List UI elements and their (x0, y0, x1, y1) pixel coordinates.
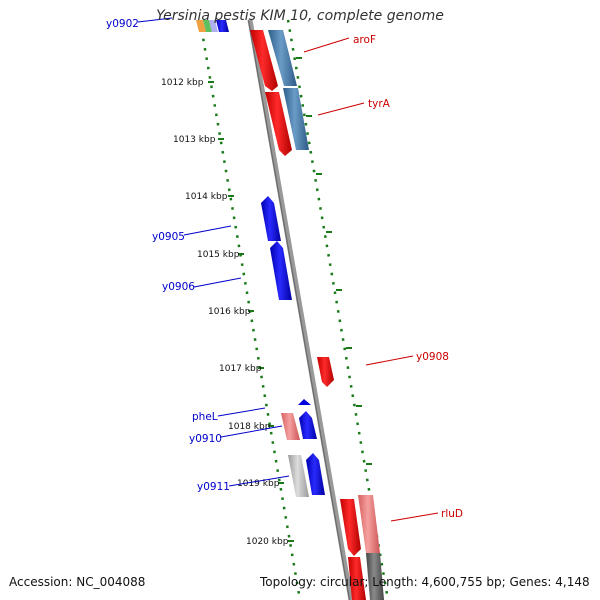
gene-aroF-steel[interactable] (268, 30, 297, 86)
kbp-label: 1018 kbp (228, 422, 271, 432)
label-y0911[interactable]: y0911 (197, 481, 230, 493)
gene-tyrA-red[interactable] (265, 92, 292, 156)
topology-text: Topology: circular; Length: 4,600,755 bp… (260, 575, 590, 589)
label-y0906[interactable]: y0906 (162, 281, 195, 293)
gene-tyrA-steel[interactable] (283, 88, 309, 150)
gene-y0911-gray[interactable] (288, 455, 309, 497)
label-pheL[interactable]: pheL (192, 411, 218, 423)
gene-y0905[interactable] (261, 196, 281, 241)
kbp-label: 1019 kbp (237, 479, 280, 489)
gene-y0908[interactable] (317, 357, 334, 387)
accession-text: Accession: NC_004088 (9, 575, 146, 589)
gene-bottom-red[interactable] (348, 557, 366, 600)
kbp-label: 1012 kbp (161, 78, 204, 88)
kbp-labels: 1012 kbp 1013 kbp 1014 kbp 1015 kbp 1016… (161, 78, 289, 547)
gene-y0910-blue[interactable] (299, 411, 317, 439)
gene-y0910-pink[interactable] (281, 413, 300, 440)
gene-labels: y0902 aroF tyrA y0905 y0906 y0908 pheL y… (106, 18, 463, 520)
label-y0910[interactable]: y0910 (189, 433, 222, 445)
kbp-label: 1017 kbp (219, 364, 262, 374)
kbp-ticks (208, 81, 294, 542)
kbp-label: 1014 kbp (185, 192, 228, 202)
kbp-label: 1020 kbp (246, 537, 289, 547)
gene-aroF-red[interactable] (250, 30, 278, 91)
kbp-label: 1015 kbp (197, 250, 240, 260)
kbp-label: 1016 kbp (208, 307, 251, 317)
label-y0902[interactable]: y0902 (106, 18, 139, 30)
label-aroF[interactable]: aroF (353, 34, 376, 46)
gene-pheL[interactable] (298, 399, 311, 405)
label-rluD[interactable]: rluD (441, 508, 463, 520)
gene-y0906[interactable] (270, 241, 292, 300)
right-border-ticks (296, 57, 372, 465)
gene-rluD-red[interactable] (340, 499, 361, 556)
label-y0905[interactable]: y0905 (152, 231, 185, 243)
label-tyrA[interactable]: tyrA (368, 98, 391, 110)
gene-rluD-pink[interactable] (358, 495, 380, 553)
label-y0908[interactable]: y0908 (416, 351, 449, 363)
gene-rluD-dark[interactable] (366, 553, 384, 600)
label-leaders (137, 17, 439, 522)
gene-y0911-blue[interactable] (306, 453, 325, 495)
genome-title: Yersinia pestis KIM 10, complete genome (156, 8, 444, 24)
kbp-label: 1013 kbp (173, 135, 216, 145)
genome-backbone (247, 19, 354, 600)
gene-y0902[interactable] (196, 20, 229, 32)
